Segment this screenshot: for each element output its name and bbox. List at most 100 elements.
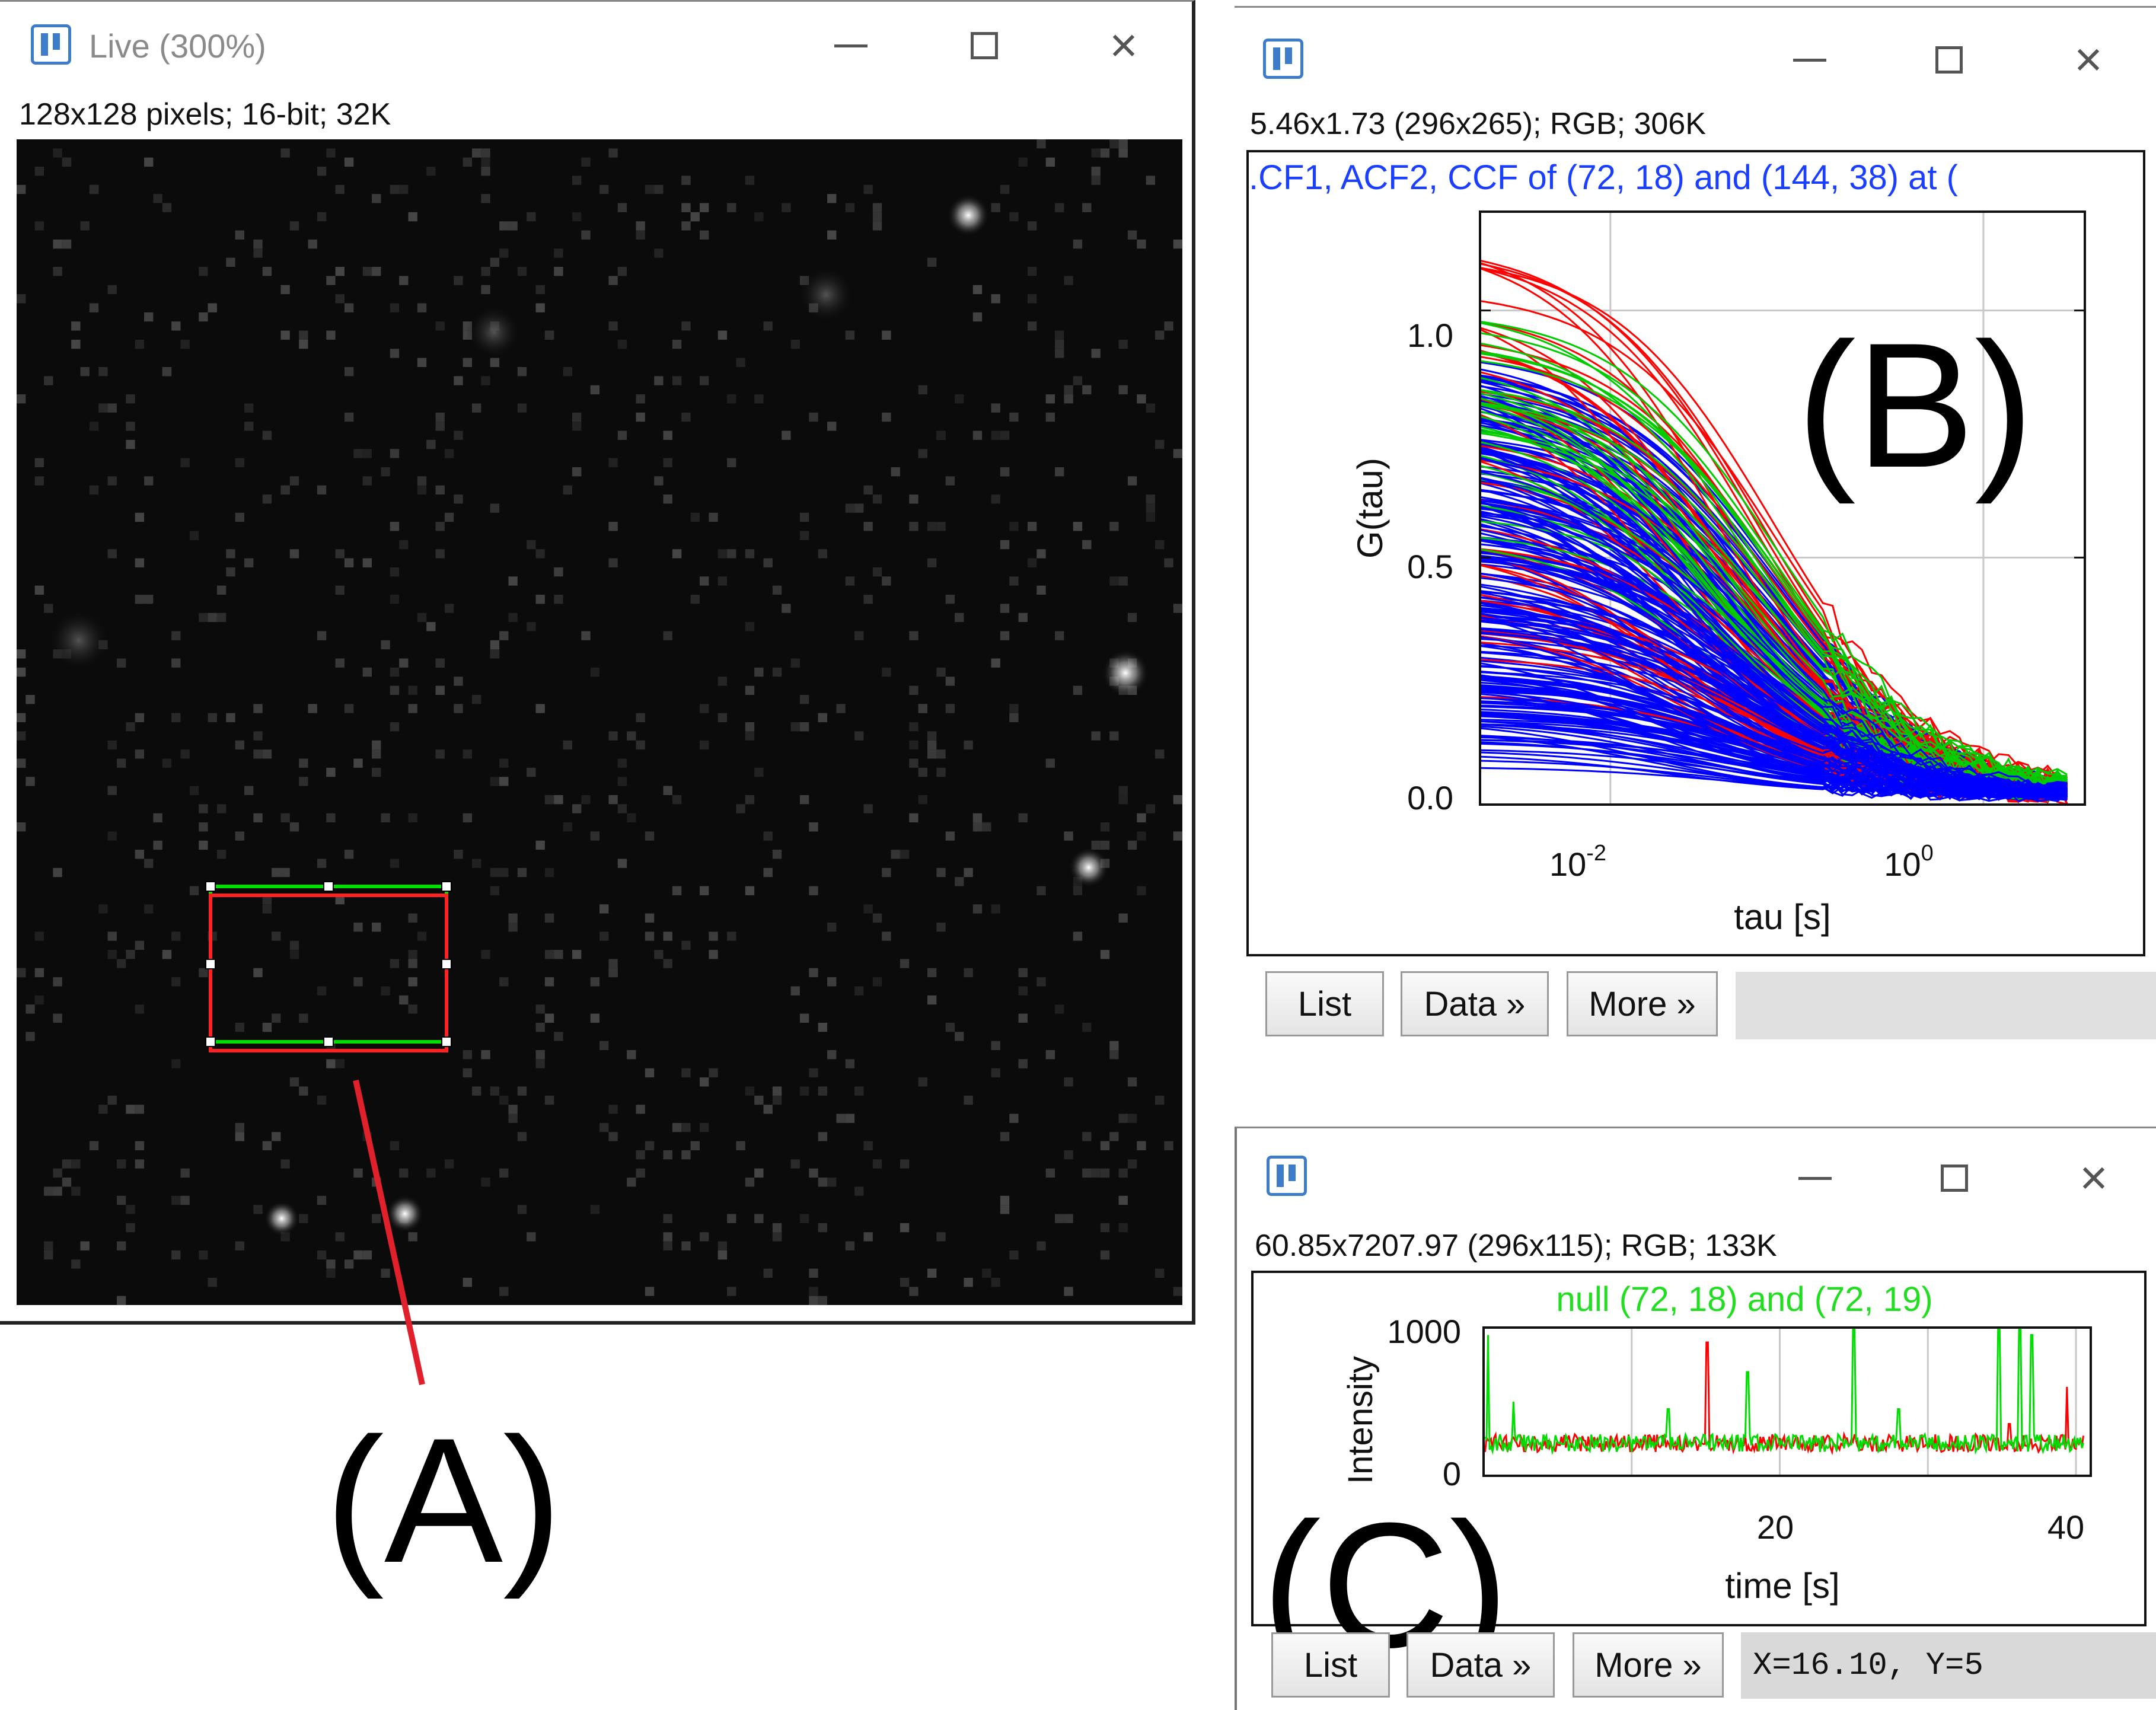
noise-pixel	[663, 1232, 672, 1242]
noise-pixel	[171, 977, 181, 987]
noise-pixel	[763, 867, 773, 878]
noise-pixel	[608, 959, 618, 968]
maximize-button[interactable]	[1916, 30, 1982, 90]
noise-pixel	[299, 1214, 308, 1223]
noise-pixel	[344, 412, 354, 422]
window-a-titlebar[interactable]: Live (300%) ×	[0, 2, 1192, 85]
noise-pixel	[17, 184, 26, 194]
chart-title: null (72, 18) and (72, 19)	[1556, 1280, 1932, 1319]
noise-pixel	[1018, 612, 1028, 623]
noise-pixel	[162, 367, 172, 377]
noise-pixel	[645, 913, 655, 923]
noise-pixel	[608, 795, 618, 805]
noise-pixel	[700, 1122, 709, 1132]
noise-pixel	[727, 1287, 736, 1296]
noise-pixel	[262, 1022, 272, 1032]
noise-pixel	[845, 203, 855, 212]
window-b-titlebar[interactable]: ×	[1235, 8, 2156, 91]
more-menu-button[interactable]: More »	[1573, 1632, 1724, 1698]
minimize-button[interactable]	[818, 16, 884, 75]
noise-pixel	[991, 403, 1000, 413]
noise-pixel	[499, 867, 509, 878]
noise-pixel	[326, 813, 336, 822]
noise-pixel	[289, 822, 299, 832]
noise-pixel	[535, 285, 545, 295]
noise-pixel	[535, 303, 545, 312]
roi-rectangle-red[interactable]	[209, 894, 448, 1052]
data-menu-button[interactable]: Data »	[1401, 971, 1549, 1036]
noise-pixel	[25, 1032, 35, 1041]
noise-pixel	[262, 430, 272, 440]
noise-pixel	[745, 176, 755, 185]
noise-pixel	[1118, 1195, 1128, 1205]
noise-pixel	[863, 1141, 873, 1150]
noise-pixel	[608, 1132, 618, 1141]
noise-pixel	[381, 813, 390, 822]
noise-pixel	[144, 312, 154, 322]
noise-pixel	[681, 1122, 691, 1132]
noise-pixel	[1146, 503, 1155, 513]
noise-pixel	[44, 1241, 53, 1250]
noise-pixel	[745, 795, 755, 805]
noise-pixel	[700, 1077, 709, 1087]
chart-title: .CF1, ACF2, CCF of (72, 18) and (144, 38…	[1249, 158, 1958, 197]
noise-pixel	[663, 495, 672, 504]
noise-pixel	[262, 267, 272, 276]
list-button[interactable]: List	[1271, 1632, 1390, 1698]
window-c-titlebar[interactable]: ×	[1237, 1128, 2156, 1211]
noise-pixel	[1155, 330, 1165, 340]
noise-pixel	[253, 1205, 263, 1214]
noise-pixel	[636, 1168, 645, 1178]
maximize-button[interactable]	[1922, 1148, 1987, 1208]
maximize-button[interactable]	[952, 16, 1017, 75]
noise-pixel	[745, 549, 755, 559]
close-button[interactable]: ×	[2061, 1148, 2126, 1208]
noise-pixel	[208, 612, 217, 623]
noise-pixel	[335, 549, 345, 559]
noise-pixel	[863, 904, 873, 914]
noise-pixel	[463, 358, 472, 367]
noise-pixel	[1109, 139, 1119, 149]
noise-pixel	[34, 167, 44, 176]
ccf-curve	[1481, 513, 2068, 796]
ccf-curve	[1481, 665, 2068, 798]
noise-pixel	[226, 567, 235, 577]
noise-pixel	[399, 995, 409, 1005]
plot-b-frame[interactable]: .CF1, ACF2, CCF of (72, 18) and (144, 38…	[1246, 150, 2145, 956]
close-button[interactable]: ×	[1091, 16, 1156, 75]
ytick-label: 0	[1443, 1455, 1461, 1492]
plot-b-info: 5.46x1.73 (296x265); RGB; 306K	[1250, 107, 1706, 141]
noise-pixel	[854, 503, 864, 513]
noise-pixel	[663, 458, 672, 467]
noise-pixel	[399, 1168, 409, 1178]
noise-pixel	[253, 248, 263, 258]
minimize-button[interactable]	[1782, 1148, 1848, 1208]
noise-pixel	[681, 321, 691, 331]
image-canvas[interactable]	[17, 139, 1183, 1306]
noise-pixel	[1100, 1141, 1110, 1150]
noise-pixel	[955, 394, 964, 404]
noise-pixel	[1173, 604, 1183, 613]
noise-pixel	[116, 1195, 126, 1205]
noise-pixel	[1027, 294, 1037, 304]
plot-c-frame[interactable]: null (72, 18) and (72, 19) 1000 0 20 40 …	[1251, 1271, 2147, 1626]
noise-pixel	[1009, 1250, 1019, 1260]
minimize-icon	[1798, 1176, 1832, 1180]
more-menu-button[interactable]: More »	[1567, 971, 1718, 1036]
roi-handles[interactable]	[205, 881, 452, 1047]
noise-pixel	[372, 1214, 381, 1223]
noise-pixel	[727, 1214, 736, 1223]
list-button[interactable]: List	[1265, 971, 1384, 1036]
noise-pixel	[581, 795, 591, 805]
data-menu-button[interactable]: Data »	[1406, 1632, 1555, 1698]
noise-pixel	[499, 248, 509, 258]
minimize-button[interactable]	[1777, 30, 1842, 90]
noise-pixel	[763, 1268, 773, 1278]
noise-pixel	[1118, 1114, 1128, 1123]
noise-pixel	[1118, 339, 1128, 349]
noise-pixel	[754, 767, 764, 777]
close-button[interactable]: ×	[2056, 30, 2121, 90]
noise-pixel	[25, 1004, 35, 1014]
noise-pixel	[1045, 758, 1055, 768]
noise-pixel	[499, 1168, 509, 1178]
